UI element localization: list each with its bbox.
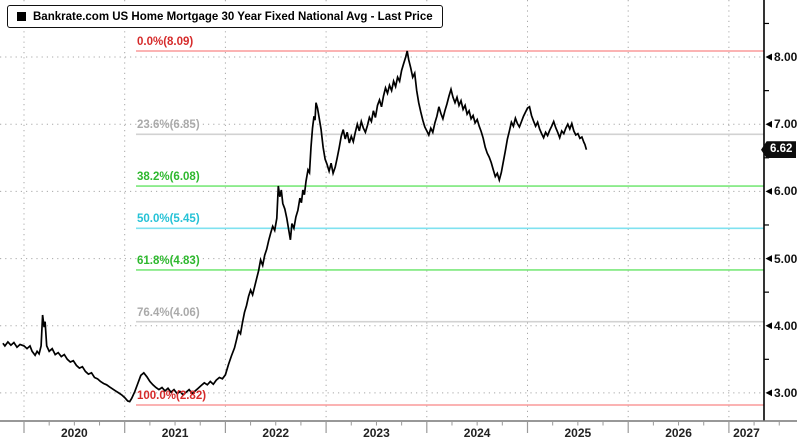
y-axis-label-3: 3.00 [774,385,798,400]
y-axis-tick-arrow [765,53,772,61]
y-axis-label-7: 7.00 [774,117,798,132]
y-axis-label-4: 4.00 [774,318,798,333]
legend[interactable]: Bankrate.com US Home Mortgage 30 Year Fi… [7,5,443,28]
fib-label-618: 61.8%(4.83) [137,254,200,267]
y-axis-label-5: 5.00 [774,251,798,266]
x-axis-label-2023: 2023 [363,426,390,440]
x-axis-label-2026: 2026 [665,426,692,440]
fib-label-764: 76.4%(4.06) [137,306,200,319]
y-axis-label-6: 6.00 [774,184,798,199]
fib-label-500: 50.0%(5.45) [137,213,200,226]
fib-label-382: 38.2%(6.08) [137,171,200,184]
y-axis-tick-arrow [765,120,772,128]
x-axis-label-2024: 2024 [463,426,491,440]
x-axis-label-2020: 2020 [60,426,88,440]
x-axis-label-2025: 2025 [564,426,592,440]
last-price-badge: 6.62 [761,141,797,159]
legend-label: Bankrate.com US Home Mortgage 30 Year Fi… [33,10,433,23]
x-axis-label-2022: 2022 [262,426,290,440]
y-axis-label-8: 8.00 [774,50,798,65]
price-line [2,50,588,403]
y-axis-tick-arrow [765,322,772,330]
fib-label-100: 100.0%(2.82) [137,390,207,402]
fib-label-236: 23.6%(6.85) [137,119,200,132]
y-axis-tick-arrow [765,389,772,397]
y-axis-tick-arrow [765,187,772,195]
fib-label-0: 0.0%(8.09) [137,36,194,48]
x-axis-label-2027: 2027 [733,426,760,440]
series-swatch-icon [17,12,26,21]
y-axis-tick-arrow [765,255,772,262]
x-axis-label-2021: 2021 [161,426,189,440]
